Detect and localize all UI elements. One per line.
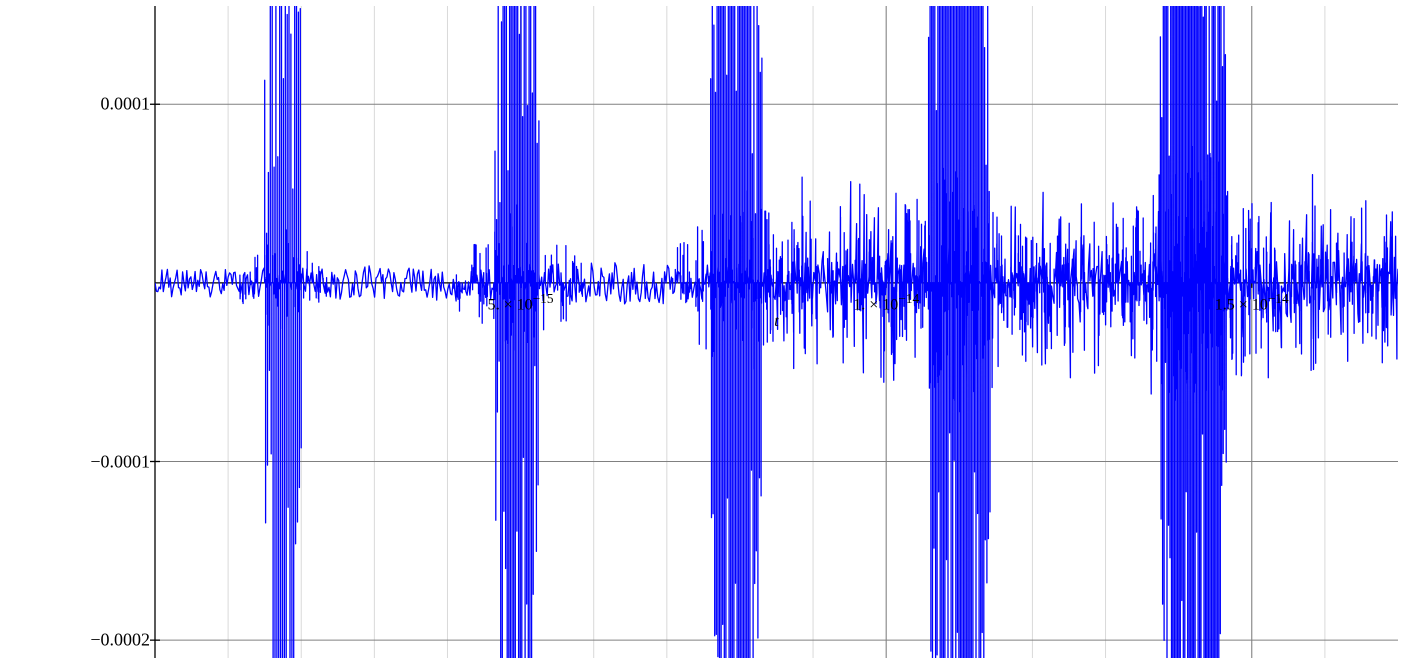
- x-tick-label: 1.5 × 10−14: [1215, 291, 1289, 314]
- x-tick-label: 1. × 10−14: [853, 291, 919, 314]
- chart-canvas: [0, 0, 1408, 664]
- y-tick-label: −0.0002: [90, 630, 150, 651]
- x-axis-label: t: [774, 313, 778, 331]
- y-tick-label: −0.0001: [90, 451, 150, 472]
- signal-chart: 0.0001 −0.0001 −0.0002 5. × 10−15 1. × 10−14…: [0, 0, 1408, 664]
- y-tick-label: 0.0001: [101, 94, 151, 115]
- x-tick-label: 5. × 10−15: [488, 291, 554, 314]
